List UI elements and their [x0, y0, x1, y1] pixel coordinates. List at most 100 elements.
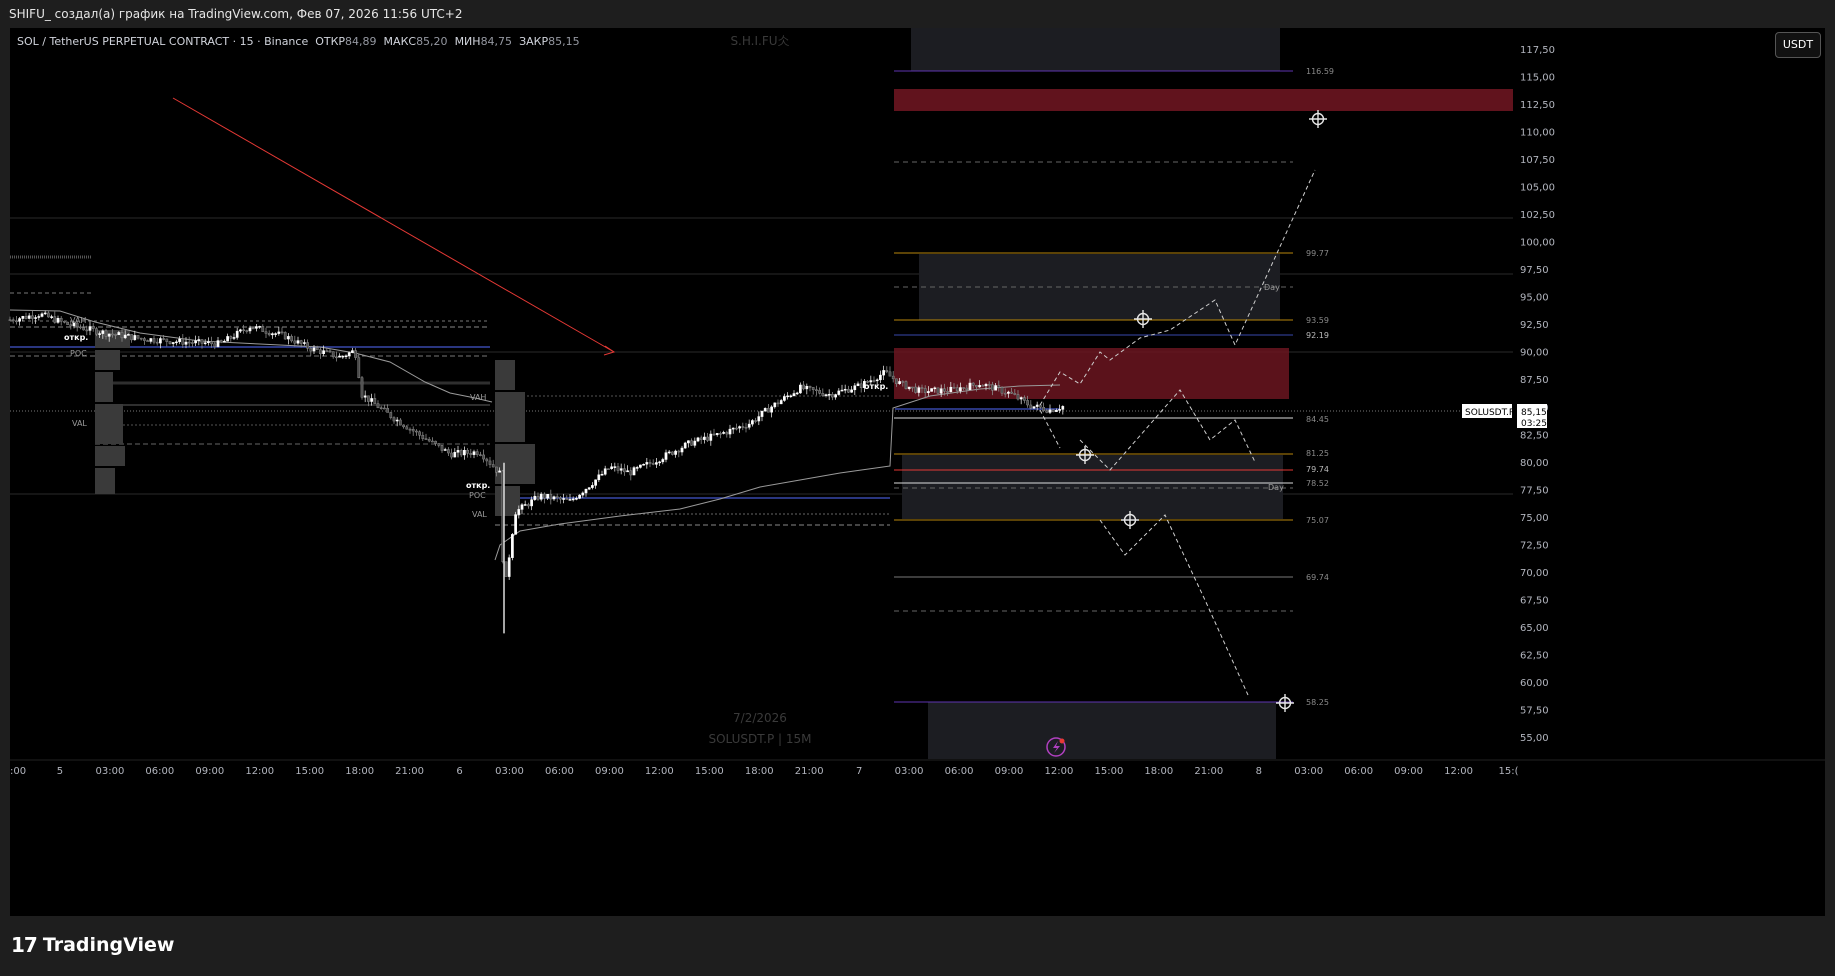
- candle-body: [971, 382, 975, 386]
- candle-body: [997, 385, 1001, 388]
- candle-body: [703, 436, 706, 440]
- candle-body: [130, 334, 133, 341]
- candle-body: [277, 331, 281, 334]
- candle-body: [175, 341, 178, 344]
- left-profile-lines: [10, 255, 1060, 526]
- candle-body: [107, 333, 111, 337]
- poc-label: POC: [70, 349, 87, 358]
- candle-body: [751, 420, 754, 425]
- price-tick-label: 105,00: [1520, 183, 1555, 194]
- price-tick-label: 87,50: [1520, 375, 1549, 386]
- candle-body: [37, 316, 41, 318]
- candle-body: [552, 496, 556, 500]
- profile-bar: [95, 468, 115, 494]
- candle-body: [466, 450, 469, 454]
- watermark-ticker: SOLUSDT.P | 15M: [708, 732, 811, 746]
- candle-body: [120, 332, 124, 339]
- candle-body: [744, 426, 748, 429]
- candle-body: [331, 351, 335, 358]
- candle-body: [789, 395, 793, 398]
- time-tick-label: 09:00: [595, 766, 624, 777]
- candle-body: [1029, 404, 1033, 409]
- candle-body: [469, 453, 473, 455]
- time-tick-label: 12:00: [1444, 766, 1473, 777]
- candle-body: [767, 408, 770, 413]
- time-tick-label: 8: [1256, 766, 1262, 777]
- candle-body: [562, 498, 565, 500]
- time-tick-label: :00: [10, 766, 26, 777]
- candle-body: [197, 339, 201, 341]
- candle-body: [482, 454, 485, 460]
- candle-body: [875, 379, 879, 382]
- candle-body: [975, 385, 978, 388]
- price-tick-label: 60,00: [1520, 678, 1549, 689]
- candle-body: [587, 487, 591, 490]
- candle-body: [187, 341, 191, 344]
- candle-body: [1003, 392, 1007, 395]
- candle-body: [779, 400, 783, 405]
- candle-body: [379, 407, 383, 410]
- candle-body: [226, 336, 229, 342]
- level-label: 99.77: [1306, 249, 1329, 258]
- candle-body: [815, 389, 818, 391]
- time-tick-label: 03:00: [95, 766, 124, 777]
- candle-body: [463, 450, 466, 456]
- candle-body: [933, 387, 937, 390]
- lightning-icon[interactable]: [1046, 737, 1066, 757]
- candle-body: [735, 427, 738, 430]
- candle-body: [504, 561, 508, 577]
- level-label-group: 116.59 99.77 93.59 92.19 84.45 81.25 79.…: [1306, 67, 1334, 707]
- candle-body: [872, 380, 876, 382]
- currency-button[interactable]: USDT: [1775, 32, 1821, 58]
- price-axis[interactable]: 117,50 115,00 112,50 110,00 107,50 105,00 102,…: [1520, 45, 1555, 744]
- candle-body: [162, 338, 165, 340]
- candle-body: [53, 316, 57, 323]
- symbol-title: SOL / TetherUS PERPETUAL CONTRACT · 15 ·…: [17, 35, 309, 48]
- level-lines: [894, 70, 1293, 703]
- time-tick-label: 21:00: [1194, 766, 1223, 777]
- candle-body: [114, 334, 117, 336]
- candle-body: [479, 454, 482, 456]
- candle-body: [786, 395, 789, 398]
- candle-body: [424, 438, 428, 440]
- session-box-bottom: [928, 702, 1276, 759]
- candle-body: [843, 388, 847, 391]
- candle-body: [853, 385, 857, 391]
- candle-body: [847, 388, 850, 393]
- tradingview-brand[interactable]: 17 TradingView: [11, 933, 174, 957]
- price-tick-label: 57,50: [1520, 705, 1549, 716]
- candle-body: [760, 410, 764, 417]
- candle-body: [475, 451, 479, 455]
- candle-body: [72, 322, 76, 327]
- candle-body: [437, 443, 441, 446]
- time-tick-label: 09:00: [995, 766, 1024, 777]
- candle-body: [696, 437, 700, 442]
- open-label: откр.: [466, 481, 490, 490]
- candle-body: [251, 327, 255, 330]
- candle-body: [763, 408, 767, 412]
- time-tick-label: 06:00: [145, 766, 174, 777]
- candle-body: [667, 451, 671, 454]
- candle-body: [568, 499, 572, 501]
- price-tick-label: 77,50: [1520, 485, 1549, 496]
- candle-body: [293, 340, 297, 344]
- candle-body: [901, 381, 905, 383]
- candle-body: [63, 321, 66, 323]
- candle-body: [811, 387, 815, 390]
- candle-body: [575, 498, 578, 500]
- candle-body: [360, 377, 364, 398]
- candle-body: [405, 426, 409, 430]
- symbol-legend[interactable]: SOL / TetherUS PERPETUAL CONTRACT · 15 ·…: [17, 35, 580, 48]
- candle-body: [59, 318, 63, 322]
- candle-body: [341, 355, 345, 358]
- candle-body: [351, 350, 354, 353]
- target-markers[interactable]: [1076, 110, 1327, 712]
- candle-body: [783, 396, 786, 401]
- candle-body: [216, 340, 220, 347]
- price-tick-label: 75,00: [1520, 513, 1549, 524]
- watermark-top: S.H.I.FU仌: [730, 34, 789, 48]
- time-axis[interactable]: :00 5 03:00 06:00 09:00 12:00 15:00 18:00 21:00 6…: [10, 766, 1519, 777]
- level-label: 84.45: [1306, 415, 1329, 424]
- candle-body: [882, 370, 885, 376]
